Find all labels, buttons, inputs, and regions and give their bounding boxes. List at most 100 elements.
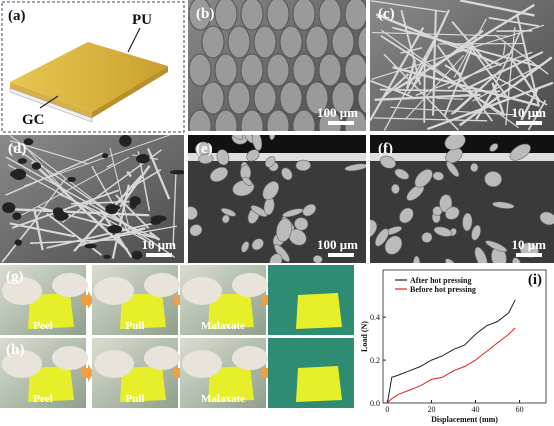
- pore: [67, 176, 77, 182]
- fiber-section: [241, 241, 250, 253]
- fiber-section: [433, 226, 453, 237]
- fiber: [444, 64, 462, 76]
- fiber: [467, 42, 510, 100]
- glove: [2, 277, 42, 305]
- scale-bar: [516, 121, 542, 125]
- yarn: [266, 0, 290, 31]
- fiber: [378, 73, 410, 102]
- sem-panel: [0, 135, 184, 263]
- fiber: [432, 10, 437, 116]
- yarn: [227, 81, 251, 115]
- yellow-paper: [208, 366, 254, 402]
- yarn: [318, 0, 342, 31]
- fiber-section: [509, 143, 531, 161]
- glove: [232, 346, 268, 370]
- fiber: [451, 21, 493, 69]
- fiber: [376, 13, 386, 19]
- glove: [52, 346, 88, 370]
- scale-bar-label: 100 μm: [317, 105, 358, 120]
- fiber-section: [246, 149, 260, 162]
- fiber: [370, 0, 447, 13]
- fiber: [458, 56, 553, 127]
- fiber-section: [489, 143, 499, 152]
- pointer: [39, 95, 59, 109]
- fiber-section: [445, 258, 456, 263]
- fiber: [406, 59, 416, 89]
- scale-bar: [146, 253, 172, 257]
- scale-bar-label: 10 μm: [512, 105, 547, 120]
- fiber: [172, 170, 177, 247]
- pore: [131, 250, 143, 260]
- fiber: [126, 170, 132, 178]
- pore: [2, 202, 16, 214]
- yarn: [240, 109, 264, 131]
- fiber-section: [229, 135, 244, 141]
- step-arrow: [82, 291, 94, 309]
- fiber-section: [462, 212, 473, 232]
- x-tick-label: 20: [427, 405, 435, 414]
- fiber-section: [384, 235, 403, 255]
- step-label: Peel: [33, 320, 53, 332]
- fiber-section: [399, 207, 414, 224]
- fiber-section: [198, 153, 214, 164]
- fiber: [488, 16, 540, 28]
- fiber-section: [474, 246, 488, 263]
- pointer: [127, 27, 141, 53]
- photo-rows: Peel Pull Malaxate (g) Peel Pull Malaxate (h): [0, 265, 354, 408]
- pore: [103, 254, 111, 259]
- pore: [12, 212, 22, 221]
- fiber-section: [294, 217, 309, 231]
- yarn: [266, 109, 290, 131]
- scale-bar: [516, 253, 542, 257]
- panel-label: (f): [378, 141, 393, 157]
- step-label: Pull: [126, 320, 145, 332]
- fiber-section: [252, 135, 263, 151]
- fiber: [11, 189, 120, 229]
- x-axis-label: Displacement (mm): [431, 415, 498, 424]
- fiber: [527, 99, 547, 131]
- fiber: [46, 220, 161, 249]
- pore: [54, 211, 69, 221]
- fiber: [4, 207, 150, 217]
- gc-layer: [9, 87, 93, 123]
- yarn: [214, 53, 238, 87]
- fiber-section: [269, 253, 283, 263]
- y-axis-label: Load (N): [360, 321, 369, 352]
- yarn: [305, 81, 329, 115]
- fiber: [370, 27, 425, 122]
- yarn: [292, 53, 316, 87]
- fiber-section: [539, 211, 554, 226]
- sem-panel: [370, 0, 554, 131]
- pore: [84, 243, 97, 249]
- yellow-paper: [28, 293, 74, 329]
- x-tick-label: 40: [472, 405, 480, 414]
- fiber-section: [302, 203, 317, 217]
- yarn: [357, 26, 366, 58]
- glove: [232, 273, 268, 297]
- yarn: [188, 0, 212, 31]
- fiber: [380, 29, 519, 129]
- fiber: [392, 26, 541, 68]
- fiber-section: [276, 218, 292, 242]
- yellow-paper: [296, 293, 342, 329]
- fiber-section: [444, 135, 466, 151]
- sem-panel: [188, 0, 366, 131]
- yarn: [240, 53, 264, 87]
- fiber-section: [295, 159, 311, 172]
- fiber: [400, 10, 422, 85]
- panel-label: (i): [528, 272, 542, 288]
- plot-frame: [382, 269, 547, 404]
- yarn: [344, 53, 366, 87]
- yarn: [292, 0, 316, 31]
- yarn: [227, 25, 251, 59]
- fiber-section: [312, 255, 323, 263]
- yarn: [253, 25, 277, 59]
- yarn: [188, 53, 212, 87]
- pore: [136, 154, 150, 164]
- fiber-section: [445, 206, 460, 220]
- fiber: [5, 152, 104, 196]
- yarn: [318, 53, 342, 87]
- fiber-section: [264, 156, 276, 168]
- yarn: [253, 81, 277, 115]
- yarn: [292, 109, 316, 131]
